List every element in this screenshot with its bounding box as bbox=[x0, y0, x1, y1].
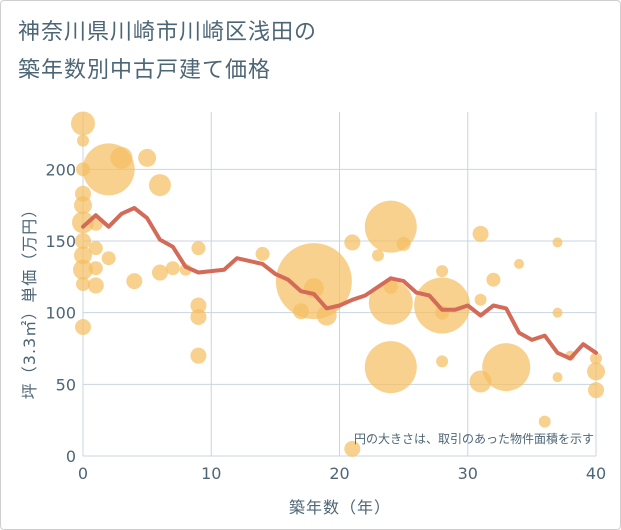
bubble-17 bbox=[110, 146, 133, 169]
bubble-54 bbox=[552, 372, 563, 383]
bubble-48 bbox=[486, 272, 501, 287]
x-tick-label-2: 20 bbox=[329, 464, 349, 483]
bubble-18 bbox=[126, 273, 143, 290]
bubble-45 bbox=[472, 225, 489, 242]
trend-line bbox=[81, 206, 598, 361]
bubble-26 bbox=[190, 308, 207, 325]
bubble-44 bbox=[436, 355, 449, 368]
bubble-49 bbox=[482, 343, 531, 392]
x-axis-label: 築年数（年） bbox=[289, 498, 391, 517]
bubble-57 bbox=[587, 362, 605, 381]
y-tick-label-1: 50 bbox=[56, 375, 76, 394]
bubble-16 bbox=[101, 251, 116, 266]
bubble-8 bbox=[73, 259, 93, 280]
bubble-53 bbox=[552, 307, 563, 318]
bubble-14 bbox=[87, 277, 104, 294]
bubble-22 bbox=[165, 261, 180, 276]
y-ticks: 0 50 100 150 200 bbox=[45, 160, 76, 466]
x-tick-label-0: 0 bbox=[78, 464, 88, 483]
bubble-25 bbox=[190, 297, 207, 314]
bubble-56 bbox=[590, 352, 602, 365]
x-tick-label-4: 40 bbox=[586, 464, 606, 483]
y-tick-label-2: 100 bbox=[45, 304, 76, 323]
bubble-32 bbox=[316, 305, 337, 326]
y-tick-label-3: 150 bbox=[45, 232, 76, 251]
y-axis-label: 坪（3.3㎡）単価（万円） bbox=[20, 201, 39, 399]
bubble-12 bbox=[88, 241, 103, 256]
bubble-42 bbox=[414, 277, 471, 334]
bubble-10 bbox=[75, 319, 91, 335]
bubble-27 bbox=[190, 347, 207, 364]
y-tick-label-0: 0 bbox=[66, 447, 76, 466]
x-tick-label-1: 10 bbox=[201, 464, 221, 483]
chart-title-line-2: 築年数別中古戸建て価格 bbox=[18, 58, 272, 83]
bubble-58 bbox=[588, 382, 604, 399]
bubble-41 bbox=[436, 265, 449, 278]
bubble-6 bbox=[75, 233, 91, 249]
bubble-4 bbox=[74, 196, 92, 215]
bubble-46 bbox=[474, 293, 487, 306]
bubble-51 bbox=[538, 415, 551, 428]
bubble-40 bbox=[396, 236, 411, 251]
bubble-28 bbox=[255, 246, 270, 261]
bubble-38 bbox=[368, 280, 413, 325]
bubble-34 bbox=[344, 440, 361, 457]
bubbles bbox=[71, 111, 605, 457]
x-tick-label-3: 30 bbox=[458, 464, 478, 483]
bubble-13 bbox=[88, 261, 103, 276]
bubble-20 bbox=[148, 174, 171, 197]
bubble-0 bbox=[71, 111, 95, 136]
bubble-21 bbox=[151, 264, 168, 281]
bubble-1 bbox=[77, 134, 89, 147]
bubble-39 bbox=[364, 341, 417, 394]
bubble-52 bbox=[552, 237, 563, 248]
bubble-5 bbox=[72, 211, 94, 234]
bubble-7 bbox=[74, 246, 92, 265]
bubble-9 bbox=[76, 277, 90, 291]
bubble-35 bbox=[371, 249, 384, 262]
x-ticks: 0 10 20 30 40 bbox=[78, 464, 606, 483]
y-tick-label-4: 200 bbox=[45, 160, 76, 179]
size-annotation: 円の大きさは、取引のあった物件面積を示す bbox=[354, 431, 594, 446]
bubble-33 bbox=[344, 234, 361, 251]
bubble-24 bbox=[191, 241, 206, 256]
bubble-50 bbox=[514, 258, 525, 269]
bubble-19 bbox=[138, 148, 157, 167]
chart-title-line-1: 神奈川県川崎市川崎区浅田の bbox=[18, 20, 318, 45]
